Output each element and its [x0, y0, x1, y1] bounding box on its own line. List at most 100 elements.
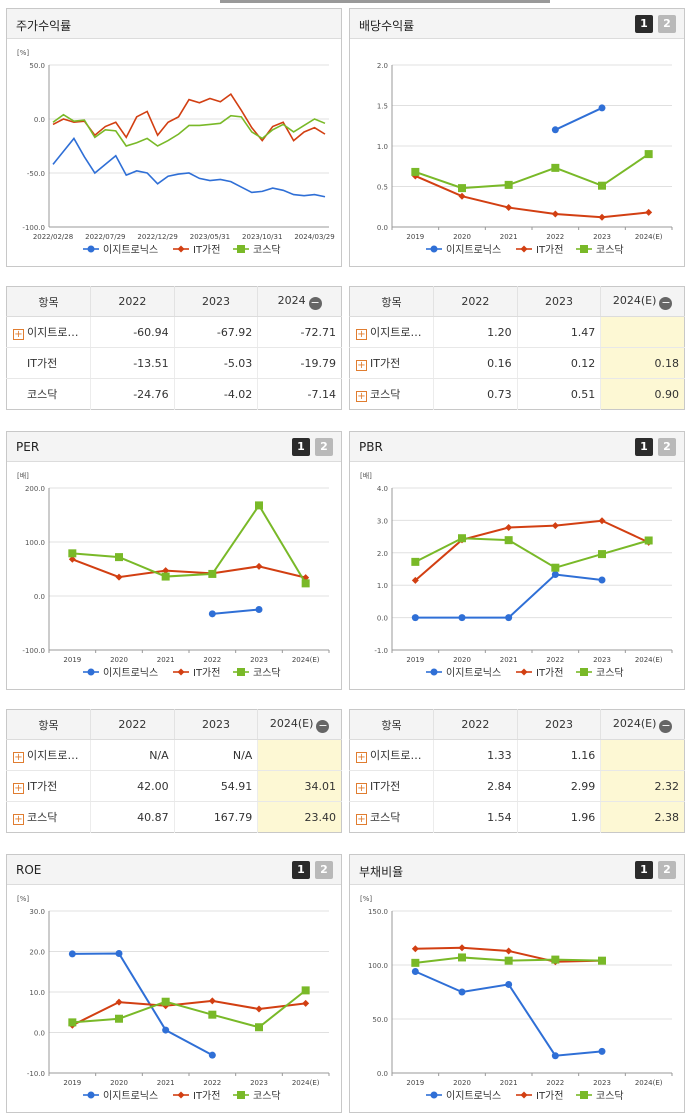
table-row: + 이지트로… 1.33 1.16	[349, 739, 685, 771]
data-point	[161, 997, 170, 1006]
table-cell: 1.33	[433, 739, 518, 771]
data-point	[411, 167, 420, 176]
data-point	[504, 536, 513, 545]
data-point	[551, 163, 560, 172]
row-label: 코스닥	[370, 811, 401, 824]
table-cell: 2.38	[600, 801, 685, 833]
stock-return-panel: 주가수익률 [%] -100.0 -50.0 0.0 50.0 2022/02/28 202…	[6, 8, 342, 267]
legend-label: IT가전	[193, 244, 220, 256]
page-1-button[interactable]: 1	[292, 438, 310, 456]
expand-icon[interactable]: +	[13, 752, 24, 763]
data-point	[505, 947, 513, 955]
per-chart: [배] -100.0 0.0 100.0 200.0 2019 2020 2021 2022 20…	[17, 471, 330, 679]
page-2-button[interactable]: 2	[315, 438, 333, 456]
collapse-icon[interactable]: −	[659, 718, 673, 733]
data-point	[458, 953, 466, 962]
table-cell: -19.79	[257, 347, 342, 379]
dividend-yield-panel: 배당수익률 1 2 0.0 0.5 1.0 1.5 2.0 2019 2020 2021 202…	[349, 8, 685, 267]
table-cell: 23.40	[257, 801, 342, 833]
legend-marker	[237, 245, 245, 253]
expand-icon[interactable]: +	[356, 329, 367, 340]
data-point	[162, 567, 170, 575]
series-line-0	[72, 952, 213, 1057]
collapse-icon[interactable]: −	[659, 295, 673, 310]
table-cell: 0.12	[517, 347, 602, 379]
expand-icon[interactable]: +	[13, 783, 24, 794]
y-tick-label: 50.0	[372, 1016, 388, 1024]
y-axis-unit: [%]	[17, 895, 29, 903]
expand-icon[interactable]: +	[356, 360, 367, 371]
y-tick-label: 10.0	[29, 989, 45, 997]
collapse-icon[interactable]: −	[316, 718, 330, 733]
row-label: 코스닥	[27, 811, 58, 824]
expand-icon[interactable]: +	[13, 329, 24, 340]
data-point	[504, 180, 513, 189]
y-axis-unit: [%]	[17, 49, 29, 57]
data-point	[162, 1026, 170, 1034]
series-line-0	[212, 608, 260, 615]
panel-title: 배당수익률	[359, 19, 415, 33]
col-header: 2023	[174, 286, 259, 317]
x-tick-label: 2022/12/29	[137, 233, 177, 241]
legend-marker	[177, 668, 185, 676]
page-2-button[interactable]: 2	[658, 438, 676, 456]
panel-title: 부채비율	[359, 865, 404, 879]
expand-icon[interactable]: +	[356, 814, 367, 825]
data-point	[301, 986, 310, 995]
page-1-button[interactable]: 1	[635, 15, 653, 33]
expand-icon[interactable]: +	[356, 752, 367, 763]
data-point	[551, 1052, 559, 1060]
expand-icon[interactable]: +	[13, 814, 24, 825]
data-point	[504, 956, 513, 965]
x-tick-label: 2020	[110, 1079, 128, 1087]
data-point	[115, 998, 123, 1006]
page-1-button[interactable]: 1	[292, 861, 310, 879]
panel-header: 부채비율 1 2	[350, 855, 684, 885]
page-1-button[interactable]: 1	[635, 438, 653, 456]
page-2-button[interactable]: 2	[658, 861, 676, 879]
x-tick-label: 2022	[203, 1079, 221, 1087]
col-header: 2022	[90, 709, 175, 740]
legend-marker	[87, 668, 95, 676]
col-header-expandable: 2024(E) −	[257, 709, 342, 740]
table-cell: 54.91	[174, 770, 259, 802]
y-axis-unit: [배]	[360, 471, 372, 480]
page-2-button[interactable]: 2	[315, 861, 333, 879]
table-cell: 40.87	[90, 801, 175, 833]
data-point	[255, 501, 263, 510]
series-line-2	[52, 113, 326, 147]
data-point	[551, 571, 559, 579]
x-tick-label: 2024(E)	[635, 1079, 663, 1087]
page-2-button[interactable]: 2	[658, 15, 676, 33]
table-cell: 34.01	[257, 770, 342, 802]
pbr-panel: PBR 1 2 [배] -1.0 0.0 1.0 2.0 3.0 4.0 2019 2020 20…	[349, 431, 685, 690]
page-1-button[interactable]: 1	[635, 861, 653, 879]
data-point	[68, 555, 76, 563]
data-point	[411, 557, 420, 566]
collapse-icon[interactable]: −	[308, 295, 322, 310]
expand-icon[interactable]: +	[356, 391, 367, 402]
y-tick-label: -100.0	[22, 224, 45, 232]
y-axis-unit: [배]	[17, 471, 29, 480]
x-tick-label: 2021	[500, 656, 518, 664]
x-tick-label: 2023/05/31	[190, 233, 230, 241]
data-point	[644, 150, 653, 159]
y-tick-label: -10.0	[27, 1070, 45, 1078]
data-point	[411, 945, 419, 953]
y-tick-label: 0.5	[377, 184, 388, 192]
x-tick-label: 2024(E)	[635, 233, 663, 241]
legend-marker	[177, 245, 185, 253]
row-label: 이지트로…	[27, 749, 79, 762]
data-point	[598, 550, 606, 559]
table-cell: -13.51	[90, 347, 175, 379]
expand-icon[interactable]: +	[356, 783, 367, 794]
y-tick-label: 0.0	[377, 1070, 388, 1078]
table-row: + 코스닥 0.73 0.51 0.90	[349, 378, 685, 410]
panel-header: PER 1 2	[7, 432, 341, 462]
x-tick-label: 2023/10/31	[242, 233, 282, 241]
table-cell: -67.92	[174, 316, 259, 348]
table-cell: 0.90	[600, 378, 685, 410]
col-header-expandable: 2024(E) −	[600, 709, 685, 740]
data-point	[551, 522, 559, 530]
row-label: IT가전	[6, 347, 91, 379]
